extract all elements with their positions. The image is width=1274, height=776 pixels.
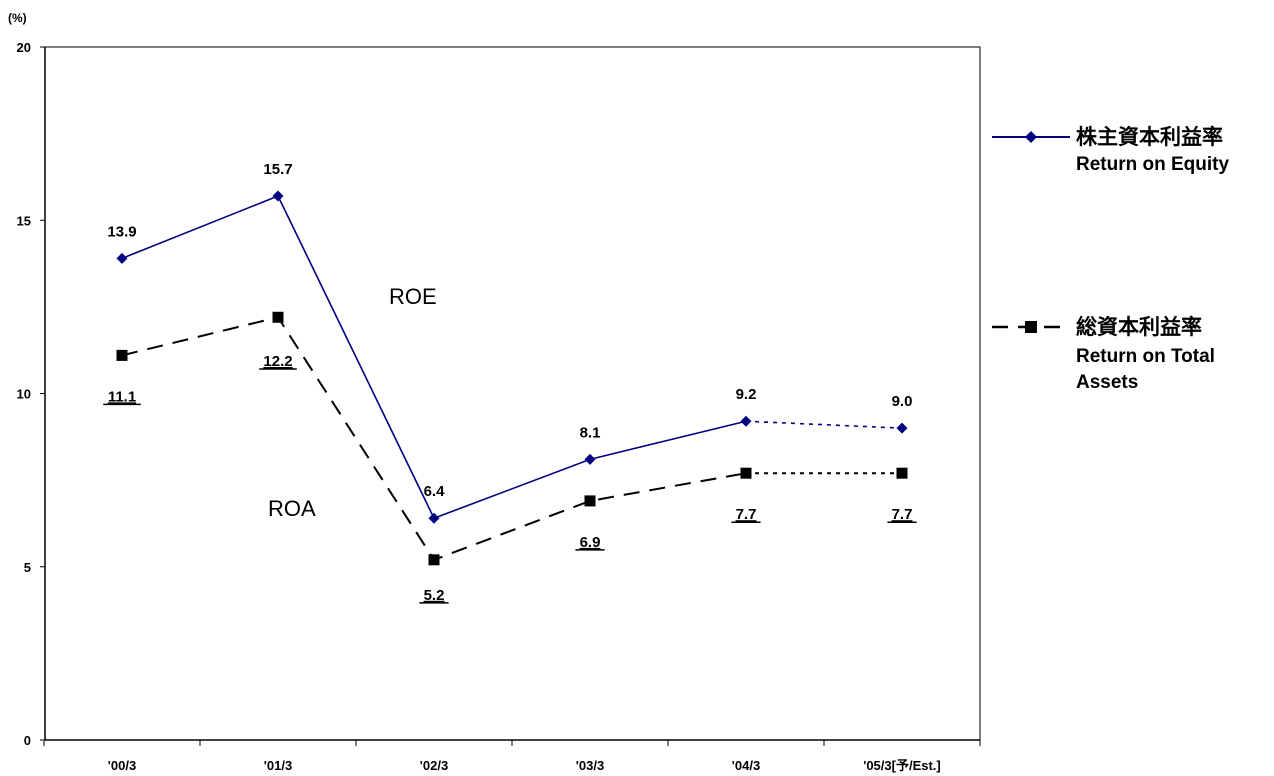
series-1-data-label-0: 11.1 — [108, 388, 136, 405]
series-0-data-label-3: 8.1 — [580, 424, 601, 441]
legend: 株主資本利益率 Return on Equity 総資本利益率 Return o… — [992, 125, 1229, 393]
x-tick-label-3: '03/3 — [576, 758, 604, 773]
series-0-point-2 — [428, 512, 440, 524]
series-0-point-4 — [740, 415, 752, 427]
plot-border — [44, 46, 981, 741]
series-1-point-0 — [116, 349, 128, 361]
data-labels: 13.9 15.7 6.4 8.1 9.2 9.0 11.1 12.2 5.2 6.9 7.7 7.7 — [103, 161, 917, 604]
series-1-point-3 — [584, 495, 596, 507]
y-tick-label-10: 10 — [17, 387, 31, 402]
series-0-forecast-line — [745, 420, 903, 429]
legend-marker-roe — [1025, 131, 1037, 143]
x-tick-label-1: '01/3 — [264, 758, 292, 773]
series-0-data-label-4: 9.2 — [736, 386, 757, 403]
series-0-data-label-0: 13.9 — [107, 223, 136, 240]
y-tick-label-20: 20 — [17, 40, 31, 55]
legend-marker-roa — [1025, 321, 1037, 333]
x-tick-label-5: '05/3[予/Est.] — [863, 758, 941, 773]
series-1-data-label-4: 7.7 — [736, 506, 757, 523]
legend-label-roe-en: Return on Equity — [1076, 154, 1229, 175]
series-1-point-5 — [896, 467, 908, 479]
series-0-data-label-1: 15.7 — [263, 161, 292, 178]
legend-label-roe-ja: 株主資本利益率 — [1076, 125, 1223, 149]
series-0-data-label-2: 6.4 — [424, 483, 446, 500]
legend-label-roa-ja: 総資本利益率 — [1076, 315, 1202, 339]
series-0-point-0 — [116, 252, 128, 264]
series-1-data-label-2: 5.2 — [424, 587, 445, 604]
series-0-point-3 — [584, 453, 596, 465]
series-group — [116, 190, 908, 566]
y-tick-label-15: 15 — [17, 213, 31, 228]
y-tick-label-0: 0 — [24, 733, 31, 748]
series-1-point-2 — [428, 554, 440, 566]
y-unit-label: (%) — [8, 11, 27, 25]
plot-area — [44, 46, 981, 741]
legend-label-roa-en-line2: Assets — [1076, 372, 1138, 393]
series-1-data-label-1: 12.2 — [263, 353, 292, 370]
series-0-point-1 — [272, 190, 284, 202]
x-tick-label-0: '00/3 — [108, 758, 136, 773]
series-0-data-label-5: 9.0 — [892, 393, 913, 410]
series-0-line — [121, 194, 747, 520]
x-tick-label-2: '02/3 — [420, 758, 448, 773]
y-axis: 0 5 10 15 20 — [17, 40, 46, 748]
series-1-point-4 — [740, 467, 752, 479]
series-1-point-1 — [272, 311, 284, 323]
y-tick-label-5: 5 — [24, 560, 31, 575]
x-axis: '00/3 '01/3 '02/3 '03/3 '04/3 '05/3[予/Est.] — [43, 739, 981, 773]
annotation-roe: ROE — [389, 284, 437, 309]
series-1-data-label-3: 6.9 — [580, 534, 601, 551]
legend-item-roe: 株主資本利益率 Return on Equity — [992, 125, 1229, 175]
annotation-roa: ROA — [268, 496, 316, 521]
series-1-data-label-5: 7.7 — [892, 506, 913, 523]
legend-label-roa-en-line1: Return on Total — [1076, 346, 1215, 367]
legend-item-roa: 総資本利益率 Return on Total Assets — [992, 315, 1215, 393]
series-0-point-5 — [896, 422, 908, 434]
x-tick-label-4: '04/3 — [732, 758, 760, 773]
